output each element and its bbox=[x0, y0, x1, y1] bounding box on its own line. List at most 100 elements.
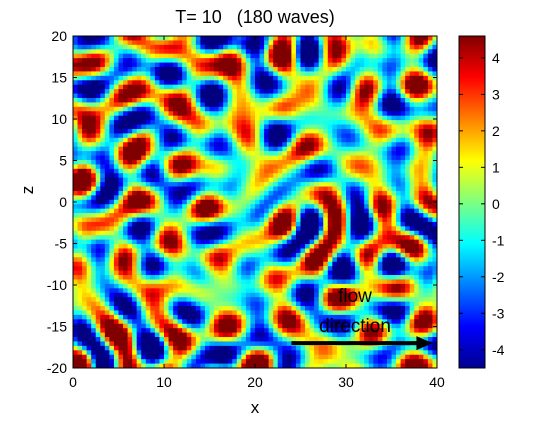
heatmap-cell bbox=[164, 142, 170, 148]
heatmap-cell bbox=[200, 151, 206, 157]
heatmap-cell bbox=[277, 168, 283, 174]
heatmap-cell bbox=[282, 226, 288, 232]
heatmap-cell bbox=[341, 279, 347, 285]
heatmap-cell bbox=[277, 177, 283, 183]
heatmap-cell bbox=[164, 248, 170, 254]
heatmap-cell bbox=[150, 173, 156, 179]
heatmap-cell bbox=[236, 244, 242, 250]
heatmap-cell bbox=[86, 155, 92, 161]
heatmap-cell bbox=[332, 40, 338, 46]
heatmap-cell bbox=[318, 177, 324, 183]
heatmap-cell bbox=[232, 177, 238, 183]
heatmap-cell bbox=[109, 337, 115, 343]
heatmap-cell bbox=[150, 297, 156, 303]
heatmap-cell bbox=[73, 195, 79, 201]
heatmap-cell bbox=[218, 341, 224, 347]
heatmap-cell bbox=[141, 345, 147, 351]
heatmap-cell bbox=[286, 44, 292, 50]
heatmap-cell bbox=[277, 221, 283, 227]
heatmap-cell bbox=[154, 359, 161, 365]
heatmap-cell bbox=[214, 199, 220, 205]
heatmap-cell bbox=[364, 323, 370, 329]
heatmap-cell bbox=[113, 257, 120, 263]
heatmap-cell bbox=[355, 354, 361, 360]
heatmap-cell bbox=[295, 323, 302, 329]
heatmap-cell bbox=[264, 151, 270, 157]
heatmap-cell bbox=[173, 53, 179, 59]
heatmap-cell bbox=[245, 252, 252, 258]
heatmap-cell bbox=[77, 195, 83, 201]
heatmap-cell bbox=[209, 36, 215, 42]
heatmap-cell bbox=[327, 319, 333, 325]
heatmap-cell bbox=[209, 292, 215, 298]
heatmap-cell bbox=[286, 124, 292, 130]
heatmap-cell bbox=[250, 217, 256, 223]
heatmap-cell bbox=[132, 270, 138, 276]
heatmap-cell bbox=[341, 44, 347, 50]
heatmap-cell bbox=[164, 137, 170, 143]
heatmap-cell bbox=[204, 301, 211, 307]
heatmap-cell bbox=[150, 319, 156, 325]
heatmap-cell bbox=[259, 137, 265, 143]
heatmap-cell bbox=[150, 49, 156, 55]
heatmap-cell bbox=[77, 239, 83, 245]
heatmap-cell bbox=[364, 53, 370, 59]
heatmap-cell bbox=[336, 155, 343, 161]
heatmap-cell bbox=[73, 230, 79, 236]
heatmap-cell bbox=[282, 133, 288, 139]
heatmap-cell bbox=[355, 283, 361, 289]
heatmap-cell bbox=[232, 261, 238, 267]
heatmap-cell bbox=[195, 36, 201, 42]
heatmap-cell bbox=[364, 314, 370, 320]
heatmap-cell bbox=[350, 283, 356, 289]
heatmap-cell bbox=[255, 310, 261, 316]
heatmap-cell bbox=[350, 199, 356, 205]
heatmap-cell bbox=[141, 288, 147, 294]
heatmap-cell bbox=[236, 124, 242, 130]
heatmap-cell bbox=[277, 146, 283, 152]
heatmap-cell bbox=[282, 186, 288, 192]
heatmap-cell bbox=[305, 182, 311, 188]
heatmap-cell bbox=[141, 213, 147, 219]
heatmap-cell bbox=[150, 120, 156, 126]
heatmap-cell bbox=[195, 235, 201, 241]
heatmap-cell bbox=[245, 235, 252, 241]
heatmap-cell bbox=[73, 204, 79, 210]
heatmap-cell bbox=[123, 354, 129, 360]
heatmap-cell bbox=[368, 213, 374, 219]
heatmap-cell bbox=[123, 133, 129, 139]
heatmap-cell bbox=[136, 62, 142, 68]
heatmap-cell bbox=[332, 159, 338, 165]
heatmap-cell bbox=[141, 226, 147, 232]
heatmap-cell bbox=[323, 36, 329, 42]
heatmap-cell bbox=[214, 93, 220, 99]
heatmap-cell bbox=[241, 297, 247, 303]
heatmap-cell bbox=[100, 301, 106, 307]
heatmap-cell bbox=[95, 111, 101, 117]
heatmap-cell bbox=[232, 168, 238, 174]
heatmap-cell bbox=[145, 261, 151, 267]
heatmap-cell bbox=[182, 173, 188, 179]
heatmap-cell bbox=[159, 168, 165, 174]
heatmap-cell bbox=[327, 111, 333, 117]
heatmap-cell bbox=[82, 332, 88, 338]
heatmap-cell bbox=[186, 208, 192, 214]
heatmap-cell bbox=[368, 177, 374, 183]
heatmap-cell bbox=[73, 337, 79, 343]
heatmap-cell bbox=[223, 137, 229, 143]
heatmap-cell bbox=[164, 102, 170, 108]
heatmap-cell bbox=[218, 102, 224, 108]
heatmap-cell bbox=[113, 341, 120, 347]
heatmap-cell bbox=[200, 71, 206, 77]
heatmap-cell bbox=[150, 128, 156, 134]
heatmap-cell bbox=[327, 297, 333, 303]
heatmap-cell bbox=[273, 66, 279, 73]
heatmap-cell bbox=[186, 319, 192, 325]
heatmap-cell bbox=[355, 213, 361, 219]
heatmap-cell bbox=[373, 71, 379, 77]
heatmap-cell bbox=[282, 328, 288, 334]
heatmap-cell bbox=[73, 106, 79, 112]
heatmap-cell bbox=[318, 120, 324, 126]
heatmap-cell bbox=[200, 84, 206, 90]
heatmap-cell bbox=[77, 120, 83, 126]
